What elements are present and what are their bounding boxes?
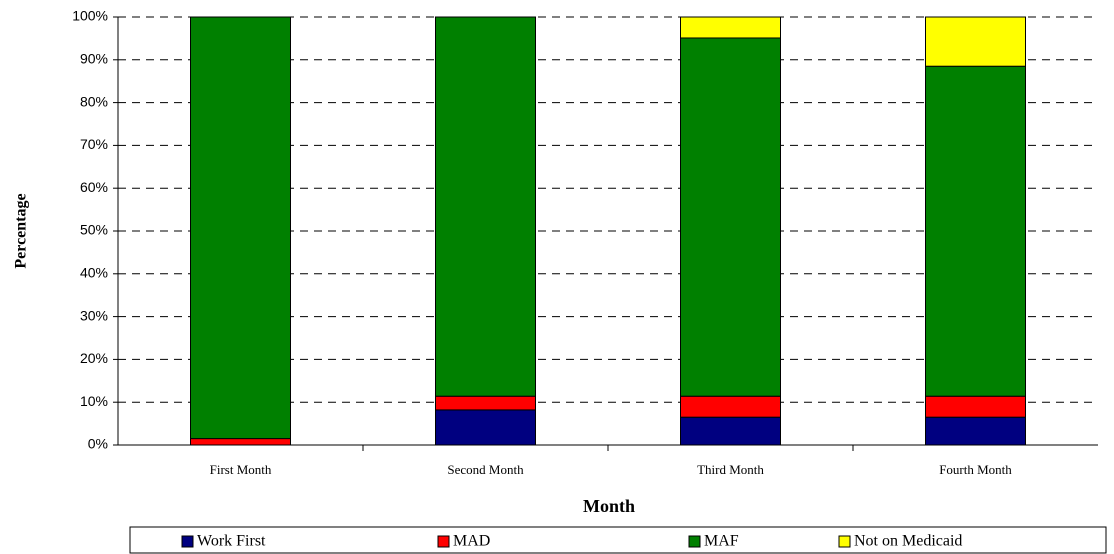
bar-segment bbox=[925, 416, 1026, 446]
y-tick-label: 20% bbox=[80, 350, 108, 366]
y-tick-label: 0% bbox=[88, 436, 108, 452]
x-tick-label: Second Month bbox=[447, 462, 524, 477]
bar-segment bbox=[680, 416, 781, 446]
y-tick-label: 30% bbox=[80, 307, 108, 323]
y-tick-label: 90% bbox=[80, 51, 108, 67]
y-tick-label: 70% bbox=[80, 136, 108, 152]
bar-segment bbox=[190, 438, 291, 446]
bar-segment bbox=[680, 395, 781, 418]
x-axis-title: Month bbox=[583, 496, 635, 516]
y-axis-title: Percentage bbox=[13, 193, 30, 268]
y-tick-label: 10% bbox=[80, 393, 108, 409]
legend-swatch bbox=[437, 535, 450, 548]
y-tick-label: 50% bbox=[80, 222, 108, 238]
y-tick-label: 80% bbox=[80, 93, 108, 109]
bar-segment bbox=[680, 37, 781, 397]
legend-swatch bbox=[838, 535, 851, 548]
legend-label: MAF bbox=[704, 533, 739, 550]
bar-segment bbox=[925, 65, 1026, 397]
legend-swatch bbox=[181, 535, 194, 548]
bar-segment bbox=[435, 409, 536, 446]
bar-segment bbox=[925, 395, 1026, 418]
legend-label: Work First bbox=[197, 533, 266, 550]
x-tick-label: Fourth Month bbox=[939, 462, 1012, 477]
bar-segment bbox=[190, 16, 291, 440]
bar-segment bbox=[435, 16, 536, 397]
legend-label: Not on Medicaid bbox=[854, 533, 962, 550]
x-tick-label: Third Month bbox=[697, 462, 764, 477]
legend-label: MAD bbox=[453, 533, 490, 550]
y-tick-label: 60% bbox=[80, 179, 108, 195]
y-tick-label: 40% bbox=[80, 265, 108, 281]
bar-segment bbox=[435, 395, 536, 411]
y-tick-label: 100% bbox=[72, 8, 108, 24]
x-tick-label: First Month bbox=[210, 462, 272, 477]
bar-segment bbox=[925, 16, 1026, 67]
legend-swatch bbox=[688, 535, 701, 548]
bar-segment bbox=[680, 16, 781, 39]
legend-box bbox=[129, 526, 1107, 554]
